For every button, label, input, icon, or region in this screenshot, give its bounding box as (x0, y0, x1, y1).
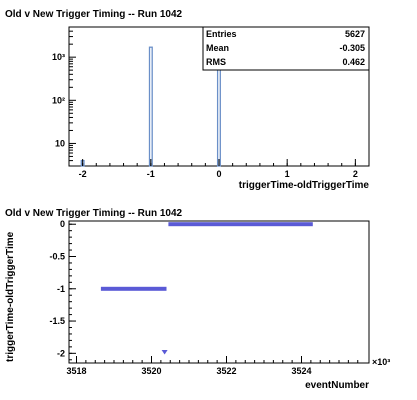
histogram-x-ticks: -2 -1 0 1 2 (79, 159, 358, 179)
scatter-point-run (100, 286, 167, 291)
scatter-point (161, 350, 168, 355)
scatter-x-tick-label: 3524 (291, 366, 311, 376)
histogram-x-label: triggerTime-oldTriggerTime (239, 180, 370, 191)
stats-box: Entries 5627 Mean -0.305 RMS 0.462 (202, 26, 370, 71)
stats-mean-value: -0.305 (339, 43, 365, 53)
histogram-bars (80, 31, 221, 167)
stats-mean-label: Mean (206, 43, 229, 53)
stats-entries-value: 5627 (345, 29, 365, 39)
histogram-y-tick-label: 10 (55, 138, 65, 148)
scatter-x-tick-label: 3520 (141, 366, 161, 376)
scatter-x-tick-label: 3518 (66, 366, 86, 376)
scatter-panel: Old v New Trigger Timing -- Run 1042 351… (5, 208, 390, 391)
scatter-x-ticks: 3518 3520 3522 3524 (66, 356, 359, 376)
scatter-marks (100, 222, 313, 355)
scatter-y-ticks: 0 -0.5 -1 -1.5 -2 (49, 219, 76, 361)
stats-rms-label: RMS (206, 57, 226, 67)
histogram-x-tick-label: 2 (353, 169, 358, 179)
histogram-panel: Old v New Trigger Timing -- Run 1042 -2-… (5, 9, 370, 191)
scatter-y-tick-label: -0.5 (49, 252, 65, 262)
histogram-bar (148, 46, 153, 167)
scatter-frame (68, 220, 370, 364)
scatter-title: Old v New Trigger Timing -- Run 1042 (5, 208, 183, 219)
scatter-y-tick-label: -2 (57, 348, 65, 358)
scatter-y-tick-label: 0 (60, 219, 65, 229)
scatter-x-tick-label: 3522 (216, 366, 236, 376)
scatter-y-label: triggerTime-oldTriggerTime (5, 231, 16, 362)
histogram-x-tick-label: 1 (285, 169, 290, 179)
scatter-y-tick-label: -1 (57, 284, 65, 294)
scatter-x-label: eventNumber (305, 380, 369, 391)
scatter-point-run (168, 222, 313, 227)
scatter-y-tick-label: -1.5 (49, 316, 65, 326)
stats-box-frame (202, 26, 370, 71)
histogram-y-ticks: 10 10² 10³ (52, 26, 76, 167)
stats-entries-label: Entries (206, 29, 237, 39)
histogram-x-tick-label: -1 (147, 169, 155, 179)
histogram-x-tick-label: -2 (79, 169, 87, 179)
stats-rms-value: 0.462 (342, 57, 365, 67)
histogram-y-tick-label: 10³ (52, 52, 65, 62)
scatter-x-multiplier: ×10³ (372, 357, 390, 367)
histogram-x-tick-label: 0 (216, 169, 221, 179)
histogram-y-tick-label: 10² (52, 95, 65, 105)
histogram-title: Old v New Trigger Timing -- Run 1042 (5, 9, 183, 20)
